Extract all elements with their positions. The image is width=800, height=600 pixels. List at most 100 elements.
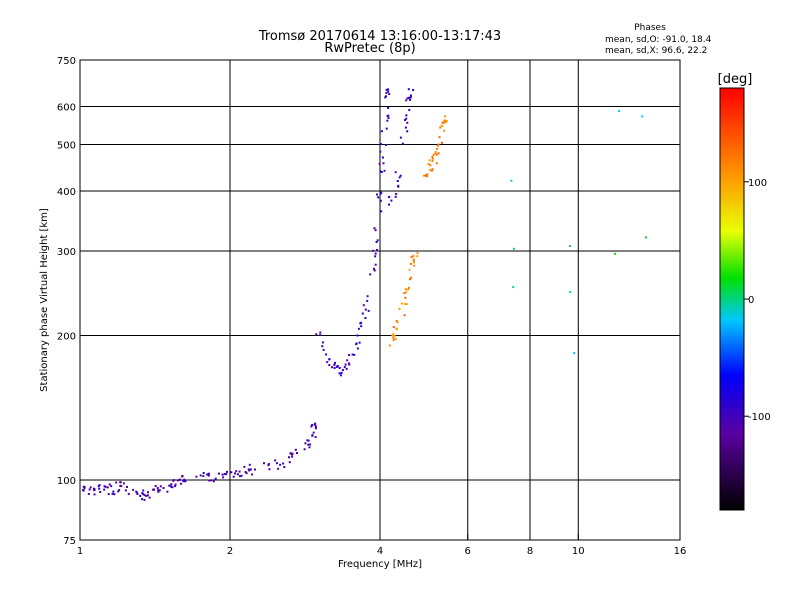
colorbar-tick-label: 100 [748,178,767,189]
data-point [379,192,382,195]
x-tick-label: 16 [674,546,687,557]
colorbar-tick-label: -100 [748,412,771,423]
y-axis-ticks: 75 100 200 300 400 500 600 750 [57,56,86,547]
data-point [307,439,310,442]
data-point [573,352,576,355]
data-point [431,157,434,160]
x-axis-label: Frequency [MHz] [338,559,422,570]
data-point [179,478,181,481]
data-point [351,353,354,356]
x-tick-label: 2 [227,546,233,557]
data-point [294,448,297,451]
data-point [174,485,177,488]
data-point [405,117,408,120]
data-point [397,185,400,188]
data-point [409,278,411,281]
data-point [314,436,317,438]
data-point [408,108,411,111]
data-point [98,484,101,487]
data-point [406,130,409,133]
data-point [166,490,169,493]
data-point [367,309,370,312]
data-point [376,193,378,196]
data-point [380,191,383,194]
y-tick-label: 400 [57,187,76,198]
data-point [393,334,396,337]
data-point [344,363,347,366]
data-point [512,247,515,250]
data-point [97,485,100,488]
y-tick-label: 500 [57,141,76,152]
x-axis-ticks: 1 2 4 6 8 10 16 [77,534,687,557]
data-point [106,486,109,489]
data-point [388,195,391,198]
data-point [334,361,336,364]
data-point [408,268,411,271]
data-point [319,334,322,336]
data-point [374,263,377,266]
data-point [444,115,447,118]
data-point [395,193,398,195]
y-tick-label: 300 [57,247,76,258]
data-point [386,114,389,117]
data-point [409,98,411,101]
data-point [124,489,127,492]
data-point [399,136,402,139]
data-point [135,491,138,494]
data-point [373,227,376,230]
data-point [431,159,434,162]
data-point [267,464,270,467]
y-tick-label: 750 [57,56,76,67]
data-point [202,475,205,478]
data-point [82,489,85,492]
data-point [113,493,116,496]
data-point [119,484,122,487]
data-point [214,477,217,480]
data-point [207,472,210,475]
data-point [422,174,425,177]
data-point [176,479,179,482]
data-point [387,107,390,109]
data-point [221,473,224,476]
data-point [244,471,247,473]
data-point [362,304,365,307]
data-point [111,492,114,495]
x-tick-label: 8 [527,546,533,557]
data-point [443,129,446,132]
data-point [437,152,440,155]
data-point [404,296,407,299]
data-point [328,358,331,361]
colorbar-label: [deg] [718,72,753,87]
data-point [412,258,415,261]
data-point [348,363,351,366]
data-point [376,239,379,242]
data-point [416,252,419,255]
data-point [409,262,412,265]
data-point [436,147,439,150]
data-point [127,492,130,495]
data-point [412,261,415,264]
data-point [357,327,360,330]
data-point [199,474,202,477]
data-point [401,142,404,145]
data-point [181,475,184,477]
data-point [569,290,572,293]
data-point [405,303,408,306]
data-point [158,489,161,492]
data-point [210,479,212,482]
data-point [385,91,388,94]
data-point [108,483,111,486]
data-point [249,468,252,471]
data-point [380,171,383,173]
data-point [348,362,350,365]
data-point [413,264,416,267]
data-point [343,366,346,369]
data-point [403,292,406,295]
data-point [392,336,395,339]
data-point [424,174,427,177]
data-point [296,452,298,454]
data-point [88,488,91,491]
data-point [369,273,372,276]
data-point [139,494,142,497]
